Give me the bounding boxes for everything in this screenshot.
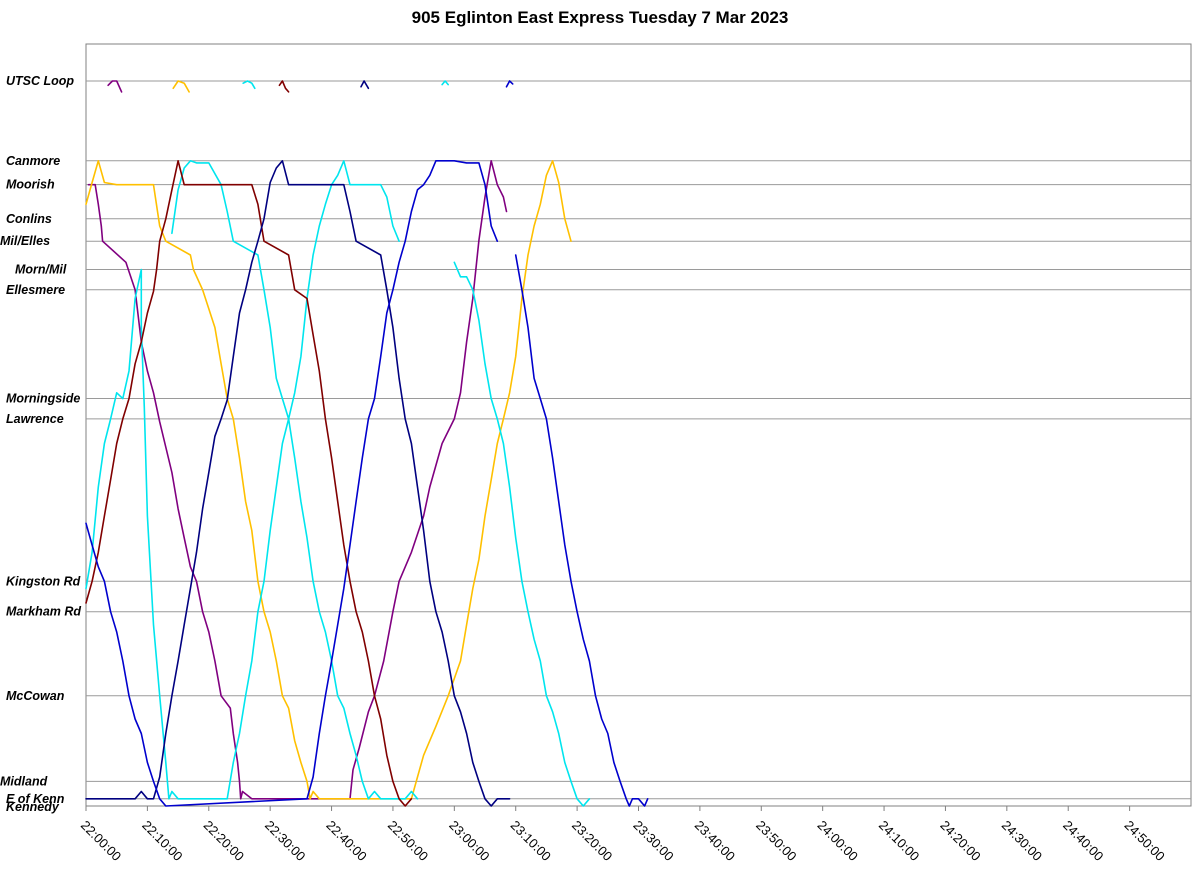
trip-line-4 — [85, 160, 400, 800]
x-tick-label-17: 24:50:00 — [1121, 818, 1167, 864]
x-tick-label-15: 24:30:00 — [999, 818, 1045, 864]
x-tick-label-0: 22:00:00 — [78, 818, 124, 864]
stop-label-0: UTSC Loop — [6, 74, 74, 88]
trip-line-15 — [505, 80, 514, 88]
x-tick-labels: 22:00:00 22:10:00 22:20:00 22:30:00 22:40:00… — [78, 806, 1168, 864]
x-tick-label-3: 22:30:00 — [262, 818, 308, 864]
trip-line-5 — [171, 160, 419, 800]
x-tick-label-2: 22:20:00 — [201, 818, 247, 864]
stop-labels: UTSC Loop Canmore Moorish Conlins Mil/Elles M… — [0, 74, 81, 814]
stop-label-9: Kingston Rd — [6, 574, 81, 588]
stop-label-10: Markham Rd — [6, 605, 81, 619]
x-tick-label-16: 24:40:00 — [1060, 818, 1106, 864]
trip-line-7 — [453, 261, 591, 807]
trip-line-6 — [242, 80, 256, 90]
x-tick-label-7: 23:10:00 — [508, 818, 554, 864]
x-tick-label-4: 22:40:00 — [323, 818, 369, 864]
x-tick-label-8: 23:20:00 — [569, 818, 615, 864]
stop-label-12: Midland — [0, 774, 48, 788]
trip-line-2 — [85, 160, 572, 800]
stop-label-13: E of Kenn — [6, 792, 65, 806]
trip-line-3 — [172, 80, 190, 93]
trip-line-8 — [441, 80, 450, 86]
trip-line-13 — [85, 160, 499, 807]
series-lines — [85, 80, 649, 807]
trip-line-1 — [107, 80, 123, 93]
stop-label-3: Conlins — [6, 212, 52, 226]
trip-line-0 — [87, 160, 508, 800]
stop-label-1: Canmore — [6, 154, 60, 168]
plot-area — [85, 43, 1192, 807]
trip-line-14 — [514, 254, 649, 807]
chart-title: 905 Eglinton East Express Tuesday 7 Mar … — [411, 8, 789, 27]
stop-label-14: Kennedy — [6, 800, 60, 814]
x-tick-label-11: 23:50:00 — [753, 818, 799, 864]
x-tick-label-14: 24:20:00 — [937, 818, 983, 864]
x-tick-label-9: 23:30:00 — [630, 818, 676, 864]
grid-lines — [86, 80, 1191, 800]
stop-label-5: Morn/Mil — [15, 263, 67, 277]
trip-line-11 — [85, 160, 511, 807]
stop-label-11: McCowan — [6, 689, 65, 703]
trip-line-12 — [360, 80, 370, 90]
stop-label-2: Moorish — [6, 178, 55, 192]
trip-line-9 — [85, 160, 413, 807]
x-tick-label-1: 22:10:00 — [139, 818, 185, 864]
stop-label-4: Mil/Elles — [0, 234, 50, 248]
stop-label-6: Ellesmere — [6, 283, 65, 297]
trip-line-10 — [278, 80, 290, 93]
x-tick-label-13: 24:10:00 — [876, 818, 922, 864]
x-tick-label-10: 23:40:00 — [692, 818, 738, 864]
x-tick-label-12: 24:00:00 — [815, 818, 861, 864]
x-tick-label-6: 23:00:00 — [446, 818, 492, 864]
x-tick-label-5: 22:50:00 — [385, 818, 431, 864]
stop-label-8: Lawrence — [6, 412, 64, 426]
stop-label-7: Morningside — [6, 392, 80, 406]
